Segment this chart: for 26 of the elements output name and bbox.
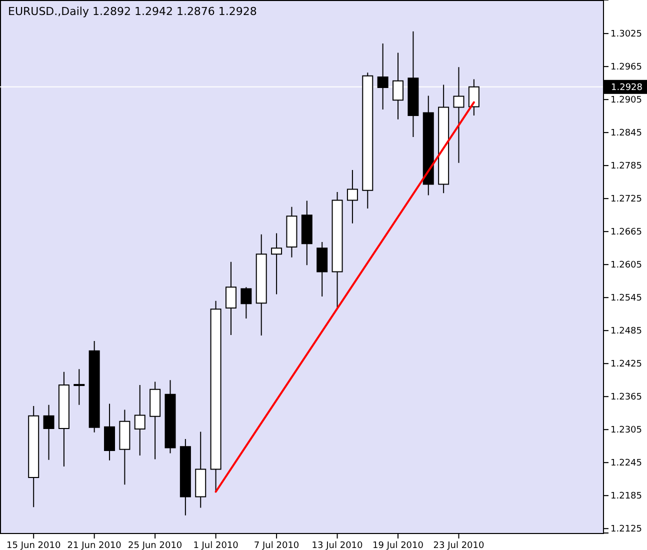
y-tick-label: 1.2125 bbox=[610, 524, 642, 534]
y-tick-label: 1.2365 bbox=[610, 392, 642, 402]
y-tick-label: 1.2845 bbox=[610, 128, 642, 138]
x-tick-label: 23 Jul 2010 bbox=[433, 540, 484, 550]
y-tick-label: 1.2485 bbox=[610, 326, 642, 336]
x-tick-label: 13 Jul 2010 bbox=[312, 540, 364, 550]
y-tick-label: 1.2785 bbox=[610, 161, 642, 172]
y-tick-label: 1.2185 bbox=[610, 491, 642, 502]
y-tick-label: 1.2545 bbox=[610, 293, 642, 304]
text: EURUSD.,Daily 1.2892 1.2942 1.2876 1.2928 bbox=[8, 5, 257, 18]
x-tick-label: 25 Jun 2010 bbox=[128, 540, 182, 550]
x-tick-label: 15 Jun 2010 bbox=[6, 540, 61, 550]
x-tick-label: 7 Jul 2010 bbox=[254, 540, 300, 550]
ref-line-label: 1.2928 bbox=[611, 83, 643, 94]
x-tick-label: 21 Jun 2010 bbox=[67, 540, 122, 550]
y-tick-label: 1.2905 bbox=[610, 95, 642, 106]
y-tick-label: 1.2245 bbox=[610, 458, 642, 468]
x-tick-label: 1 Jul 2010 bbox=[193, 540, 239, 550]
y-tick-label: 1.2725 bbox=[610, 194, 642, 204]
y-tick-label: 1.2965 bbox=[610, 62, 642, 72]
y-tick-label: 1.2665 bbox=[610, 227, 642, 238]
y-tick-label: 1.2425 bbox=[610, 359, 642, 370]
y-tick-label: 1.2305 bbox=[610, 425, 642, 436]
x-tick-label: 19 Jul 2010 bbox=[372, 540, 424, 550]
y-tick-label: 1.2605 bbox=[610, 260, 642, 270]
y-tick-label: 1.3025 bbox=[610, 29, 642, 40]
